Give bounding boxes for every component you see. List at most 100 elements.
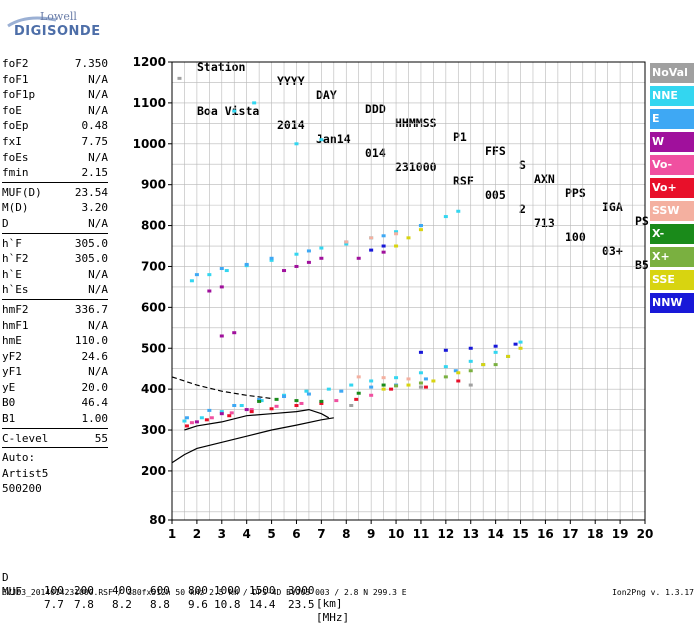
logo-main-text: DIGISONDE <box>14 24 101 39</box>
distance-value: 400 <box>112 584 132 597</box>
echo-point-e <box>282 395 287 399</box>
logo-swoosh-icon <box>7 16 57 28</box>
parameter-label: foF1 <box>2 72 29 86</box>
echo-point-e <box>207 408 212 412</box>
distance-value: 800 <box>188 584 208 597</box>
echo-point-w <box>356 256 361 260</box>
parameter-value: N/A <box>88 72 108 86</box>
autoscale-info-line: Artist5 <box>2 466 49 480</box>
parameter-label: h`E <box>2 267 22 281</box>
echo-point-x- <box>418 381 423 385</box>
echo-point-sse <box>506 354 511 358</box>
parameter-label: fmin <box>2 166 29 180</box>
echo-point-nnw <box>369 248 374 252</box>
legend-item-nne: NNE <box>650 86 694 106</box>
parameter-row: fxI 7.75 <box>2 134 108 150</box>
x-tick-label: 13 <box>462 527 479 541</box>
parameter-row: M(D) 3.20 <box>2 200 108 216</box>
echo-point-nne <box>219 410 224 414</box>
parameter-label: M(D) <box>2 201 29 215</box>
echo-point-vo- <box>189 421 194 425</box>
echo-point-nne <box>456 209 461 213</box>
x-tick-label: 8 <box>342 527 350 541</box>
echo-point-noval <box>468 383 473 387</box>
o-trace-dashed <box>171 376 272 400</box>
header-value: 03+ <box>602 244 623 258</box>
y-tick-label: 1200 <box>133 55 166 69</box>
echo-point-e <box>257 397 262 401</box>
echo-point-vo- <box>299 401 304 405</box>
parameter-label: yE <box>2 380 16 394</box>
x-tick-label: 4 <box>243 527 251 541</box>
x-tick-label: 5 <box>267 527 275 541</box>
echo-point-nne <box>269 258 274 262</box>
parameter-label: foE <box>2 103 22 117</box>
parameter-row: foF1p N/A <box>2 87 108 103</box>
parameter-separator <box>2 298 108 300</box>
parameter-value: 305.0 <box>74 252 108 266</box>
echo-point-e <box>194 273 199 277</box>
x-tick-label: 6 <box>292 527 300 541</box>
parameter-label: C-level <box>2 431 49 445</box>
parameter-row: h`E N/A <box>2 267 108 283</box>
echo-point-w <box>194 420 199 424</box>
echo-point-sse <box>406 236 411 240</box>
parameter-row: D N/A <box>2 216 108 232</box>
y-tick-label: 800 <box>141 219 166 233</box>
echo-point-nne <box>304 389 309 393</box>
parameter-value: 305.0 <box>74 236 108 250</box>
echo-point-nne <box>493 350 498 354</box>
echo-point-ssw <box>344 240 349 244</box>
echo-point-w <box>381 250 386 254</box>
echo-point-nne <box>294 252 299 256</box>
x-tick-label: 19 <box>612 527 629 541</box>
x-tick-label: 10 <box>388 527 405 541</box>
echo-point-x- <box>356 391 361 395</box>
autoscale-info-line: Auto: <box>2 451 36 465</box>
parameter-label: fxI <box>2 134 22 148</box>
echo-point-nne <box>199 416 204 420</box>
echo-point-vo- <box>209 416 214 420</box>
echo-point-w <box>219 285 224 289</box>
legend-item-vo-: Vo- <box>650 155 694 175</box>
echo-point-sse <box>431 379 436 383</box>
parameter-row: hmE 110.0 <box>2 333 108 349</box>
echo-point-nnw <box>418 350 423 354</box>
echo-point-e <box>418 224 423 228</box>
echo-point-noval <box>349 404 354 407</box>
parameter-separator <box>2 181 108 183</box>
parameter-row: hmF2 336.7 <box>2 302 108 318</box>
echo-point-vo- <box>274 404 279 408</box>
x-tick-label: 20 <box>637 527 654 541</box>
echo-point-ssw <box>369 236 374 240</box>
echo-point-vo- <box>354 397 359 401</box>
echo-point-x- <box>468 369 473 373</box>
echo-point-vo- <box>389 387 394 391</box>
distance-value: 1500 <box>249 584 276 597</box>
parameter-value: 20.0 <box>81 380 109 394</box>
echo-point-nne <box>319 138 324 142</box>
parameter-value: 0.48 <box>81 119 109 133</box>
legend-item-x-: X+ <box>650 247 694 267</box>
parameter-label: hmF1 <box>2 318 29 332</box>
parameter-row: yE 20.0 <box>2 380 108 396</box>
y-tick-label: 300 <box>141 423 166 437</box>
echo-point-nne <box>344 242 349 246</box>
parameter-value: 24.6 <box>81 349 109 363</box>
echo-point-nne <box>394 230 399 234</box>
header-label: DDD <box>365 102 386 116</box>
echo-point-nne <box>418 371 423 375</box>
echo-point-sse <box>518 346 523 350</box>
y-tick-label: 1100 <box>133 96 166 110</box>
echo-point-nnw <box>443 348 448 352</box>
echo-point-nne <box>468 359 473 363</box>
parameter-row: h`Es N/A <box>2 282 108 298</box>
x-tick-label: 9 <box>367 527 375 541</box>
x-tick-label: 17 <box>562 527 579 541</box>
plot-frame <box>171 61 646 521</box>
parameter-label: D <box>2 216 9 230</box>
header-label: HHMMSS <box>395 116 437 130</box>
echo-point-nnw <box>493 344 498 348</box>
header-value: Boa Vista <box>197 104 260 118</box>
parameter-label: MUF(D) <box>2 185 42 199</box>
